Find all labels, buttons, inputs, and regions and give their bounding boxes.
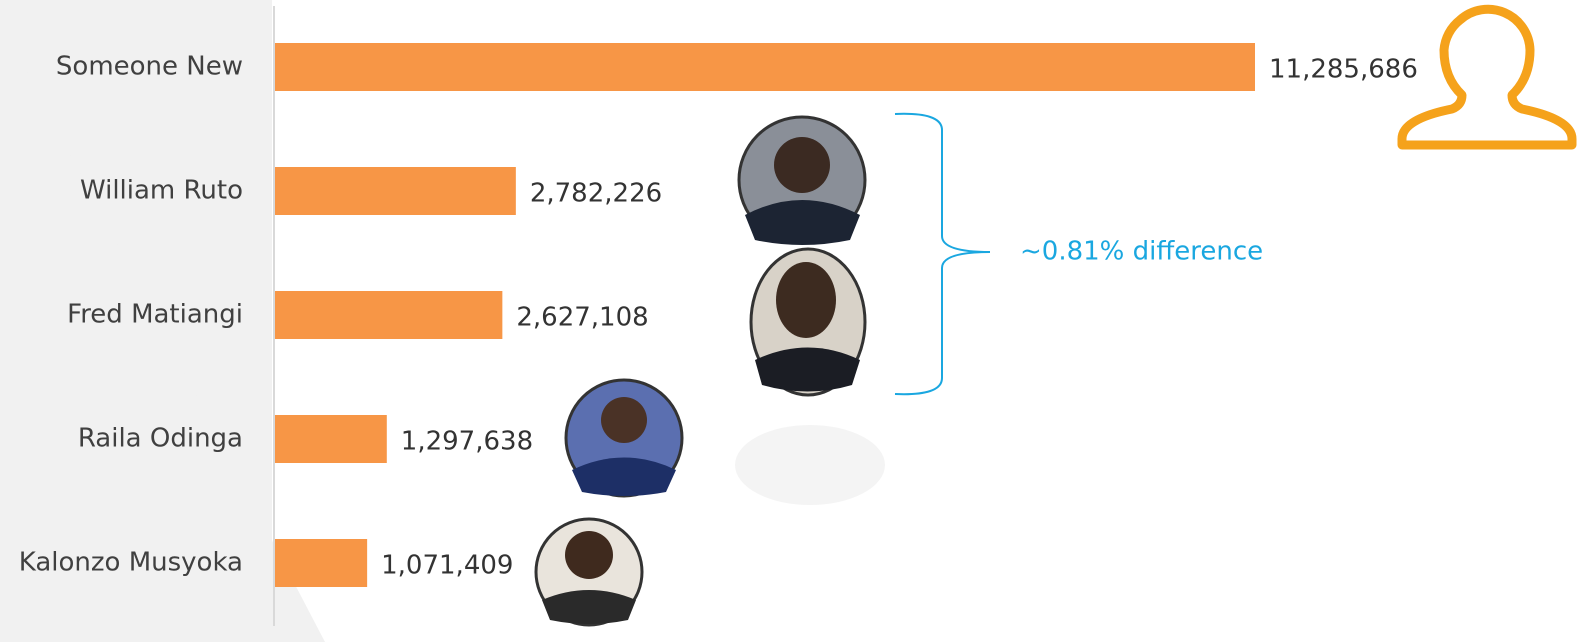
photo xyxy=(564,378,684,498)
bar xyxy=(275,291,503,339)
category-label: Someone New xyxy=(56,52,243,82)
bar xyxy=(275,43,1255,91)
category-label: William Ruto xyxy=(80,176,243,206)
photo xyxy=(737,115,867,245)
bar xyxy=(275,167,516,215)
shadow xyxy=(735,425,885,505)
category-label: Fred Matiangi xyxy=(67,300,243,330)
category-label: Raila Odinga xyxy=(78,424,243,454)
person-icon xyxy=(1397,4,1577,150)
value-label: 2,782,226 xyxy=(530,179,662,209)
value-label: 1,297,638 xyxy=(401,427,533,457)
value-label: 2,627,108 xyxy=(516,303,648,333)
bar xyxy=(275,415,387,463)
brace xyxy=(894,112,991,396)
bar xyxy=(275,539,368,587)
photo xyxy=(534,517,644,627)
category-label: Kalonzo Musyoka xyxy=(19,548,243,578)
background-shape xyxy=(0,0,325,642)
photo xyxy=(749,247,867,397)
annotation: ~0.81% difference xyxy=(1020,237,1263,267)
value-label: 11,285,686 xyxy=(1269,55,1418,85)
value-label: 1,071,409 xyxy=(381,551,513,581)
